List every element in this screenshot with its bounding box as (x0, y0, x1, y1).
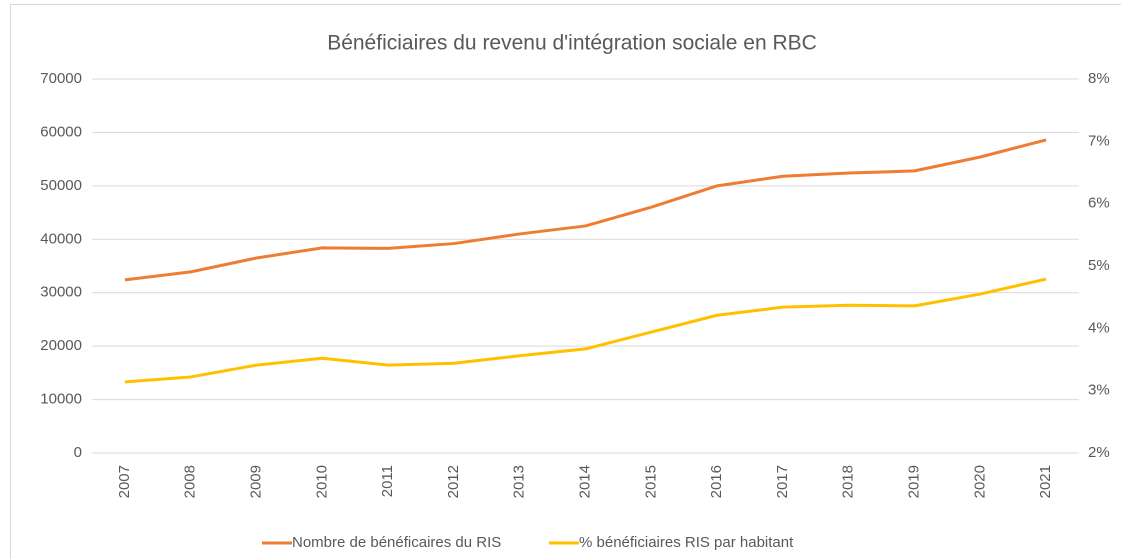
y-tick-label: 50000 (40, 177, 82, 194)
x-tick-label: 2017 (774, 465, 791, 498)
y-tick-label: 30000 (40, 284, 82, 301)
x-tick-label: 2014 (576, 465, 593, 498)
y-tick-label: 40000 (40, 230, 82, 247)
x-tick-label: 2020 (971, 465, 988, 498)
x-tick-label: 2019 (905, 465, 922, 498)
y2-tick-label: 7% (1088, 132, 1110, 149)
x-tick-label: 2013 (511, 465, 528, 498)
x-tick-label: 2010 (313, 465, 330, 498)
series-line (124, 138, 1047, 282)
x-tick-label: 2012 (445, 465, 462, 498)
x-tick-label: 2016 (708, 465, 725, 498)
x-tick-label: 2015 (642, 465, 659, 498)
x-tick-label: 2009 (247, 465, 264, 498)
y-tick-label: 20000 (40, 337, 82, 354)
series-line (124, 277, 1047, 384)
legend-label: % bénéficiaires RIS par habitant (579, 534, 794, 551)
chart-title: Bénéficiaires du revenu d'intégration so… (327, 32, 817, 55)
x-tick-label: 2011 (379, 465, 396, 497)
y-tick-label: 70000 (40, 70, 82, 87)
legend-label: Nombre de bénéficaires du RIS (292, 534, 501, 551)
x-tick-label: 2021 (1037, 465, 1054, 498)
y-tick-label: 60000 (40, 123, 82, 140)
x-tick-label: 2018 (840, 465, 857, 498)
y2-tick-label: 3% (1088, 382, 1110, 399)
y-tick-label: 10000 (40, 391, 82, 408)
y-tick-label: 0 (74, 444, 82, 461)
y2-tick-label: 5% (1088, 257, 1110, 274)
y2-tick-label: 4% (1088, 319, 1110, 336)
y2-tick-label: 6% (1088, 195, 1110, 212)
y2-tick-label: 8% (1088, 70, 1110, 87)
chart-border (10, 4, 1121, 559)
y2-tick-label: 2% (1088, 444, 1110, 461)
x-tick-label: 2008 (182, 465, 199, 498)
x-tick-label: 2007 (116, 465, 133, 498)
